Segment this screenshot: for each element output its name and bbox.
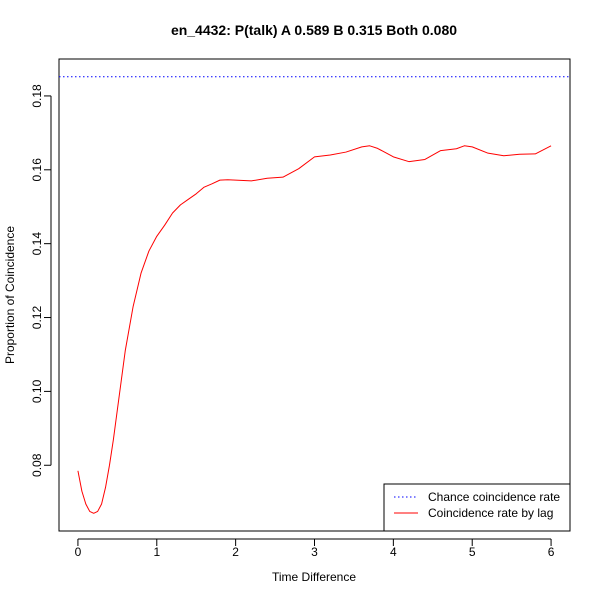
y-tick-label: 0.18 [30, 84, 44, 108]
x-axis-title: Time Difference [272, 570, 356, 584]
x-tick-label: 2 [232, 545, 239, 559]
chart-title: en_4432: P(talk) A 0.589 B 0.315 Both 0.… [171, 22, 457, 38]
lag-rate-line [77, 145, 552, 514]
legend: Chance coincidence rate Coincidence rate… [383, 483, 571, 532]
plot-frame [58, 58, 571, 532]
legend-label-lag: Coincidence rate by lag [428, 506, 553, 520]
legend-box [383, 483, 571, 532]
y-tick-label: 0.14 [30, 232, 44, 256]
x-tick-label: 6 [548, 545, 555, 559]
legend-label-chance: Chance coincidence rate [428, 490, 560, 504]
y-tick-label: 0.10 [30, 379, 44, 403]
series-layer [59, 76, 570, 514]
y-tick-label: 0.12 [30, 306, 44, 330]
y-axis: 0.08 0.10 0.12 0.14 0.16 0.18 [30, 84, 52, 477]
x-tick-label: 1 [153, 545, 160, 559]
y-axis-title: Proportion of Coincidence [3, 226, 17, 364]
x-tick-label: 4 [390, 545, 397, 559]
x-tick-label: 5 [469, 545, 476, 559]
x-tick-label: 0 [75, 545, 82, 559]
x-tick-label: 3 [311, 545, 318, 559]
x-axis: 0 1 2 3 4 5 6 [75, 538, 555, 559]
y-tick-label: 0.16 [30, 158, 44, 182]
y-tick-label: 0.08 [30, 453, 44, 477]
